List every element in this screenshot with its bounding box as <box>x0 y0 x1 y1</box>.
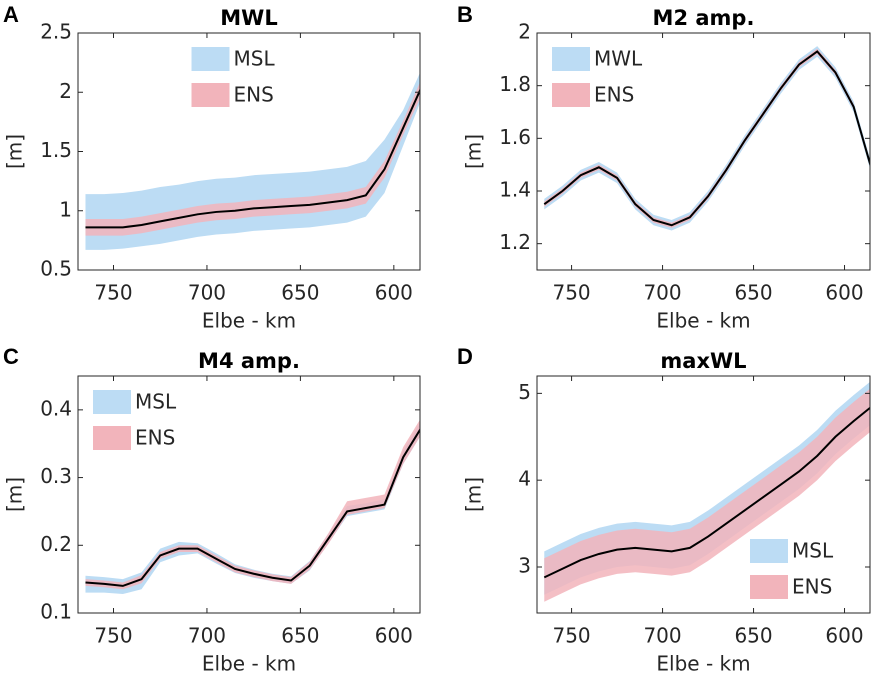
x-tick-label: 750 <box>552 281 590 305</box>
x-tick-label: 650 <box>281 624 319 648</box>
y-tick-label: 2 <box>59 79 72 103</box>
axes-box <box>536 375 871 614</box>
y-axis-label: [m] <box>462 134 486 169</box>
plot-area <box>543 46 870 231</box>
legend-swatch <box>191 47 230 71</box>
y-tick-label: 0.5 <box>40 257 72 281</box>
plot-area <box>85 72 420 250</box>
panel: 750 700 650 600 1.2 1.4 1.6 1.8 2 Elbe - km [m] M2 … <box>457 2 871 333</box>
x-tick-label: 650 <box>281 281 319 305</box>
mean-line <box>543 50 870 227</box>
panel-letter: D <box>457 344 473 369</box>
band <box>544 46 870 231</box>
y-tick-label: 1.5 <box>40 138 72 162</box>
y-tick-label: 2.5 <box>40 20 72 44</box>
legend-label: MSL <box>792 539 834 563</box>
y-tick-label: 2 <box>518 20 531 44</box>
y-axis-label: [m] <box>3 477 27 512</box>
panel-title: M2 amp. <box>653 6 755 30</box>
mean-line <box>543 406 870 579</box>
panel-letter: A <box>3 2 19 27</box>
x-tick-label: 700 <box>643 281 681 305</box>
y-tick-label: 0.1 <box>40 600 72 624</box>
legend-label: ENS <box>594 83 634 107</box>
legend-swatch <box>191 83 230 107</box>
y-tick-label: 1 <box>59 197 72 221</box>
legend-label: MWL <box>594 47 643 71</box>
panel: 750 700 650 600 3 4 5 Elbe - km [m] maxWL D MSL ENS <box>457 344 871 676</box>
x-tick-label: 700 <box>643 624 681 648</box>
y-axis-label: [m] <box>462 477 486 512</box>
panel-title: maxWL <box>660 349 746 373</box>
x-axis-label: Elbe - km <box>656 652 750 676</box>
legend-label: ENS <box>234 83 274 107</box>
x-tick-label: 750 <box>552 624 590 648</box>
x-axis-label: Elbe - km <box>202 652 296 676</box>
legend: MSL ENS <box>750 539 834 599</box>
band <box>85 419 420 590</box>
legend-label: MSL <box>234 47 276 71</box>
band <box>85 82 420 236</box>
legend-swatch <box>93 426 131 450</box>
x-axis-label: Elbe - km <box>202 309 296 333</box>
x-tick-label: 650 <box>734 281 772 305</box>
y-axis-label: [m] <box>3 134 27 169</box>
mean-line <box>85 88 420 229</box>
y-tick-label: 1.4 <box>499 178 531 202</box>
panel-letter: C <box>3 344 19 369</box>
panel-title: MWL <box>220 6 277 30</box>
panel: 750 700 650 600 0.1 0.2 0.3 0.4 Elbe - km [m] M4 a… <box>3 344 421 676</box>
legend-swatch <box>552 47 590 71</box>
x-tick-label: 650 <box>734 624 772 648</box>
y-tick-label: 0.3 <box>40 464 72 488</box>
legend-swatch <box>93 390 131 414</box>
legend: MSL ENS <box>191 47 276 107</box>
legend-label: ENS <box>792 575 832 599</box>
legend-label: MSL <box>135 390 177 414</box>
y-tick-label: 1.8 <box>499 72 531 96</box>
y-tick-label: 1.6 <box>499 125 531 149</box>
y-tick-label: 1.2 <box>499 230 531 254</box>
x-tick-label: 750 <box>94 281 132 305</box>
y-tick-label: 5 <box>518 380 531 404</box>
legend-swatch <box>750 575 788 599</box>
legend: MSL ENS <box>93 390 177 450</box>
x-axis-label: Elbe - km <box>656 309 750 333</box>
plot-area <box>543 381 870 602</box>
y-tick-label: 3 <box>518 553 531 577</box>
y-tick-label: 4 <box>518 467 531 491</box>
mean-line <box>85 427 420 587</box>
band <box>544 388 870 602</box>
x-tick-label: 600 <box>825 281 863 305</box>
axes-box <box>536 32 871 271</box>
x-tick-label: 600 <box>375 624 413 648</box>
plot-area <box>85 419 420 595</box>
panel-title: M4 amp. <box>198 349 300 373</box>
panel: 750 700 650 600 0.5 1 1.5 2 2.5 Elbe - km [m] MWL A M… <box>3 2 421 333</box>
panel-letter: B <box>457 2 473 27</box>
y-tick-label: 0.2 <box>40 532 72 556</box>
legend-swatch <box>750 539 788 563</box>
x-tick-label: 600 <box>375 281 413 305</box>
x-tick-label: 750 <box>94 624 132 648</box>
legend: MWL ENS <box>552 47 643 107</box>
y-tick-label: 0.4 <box>40 396 72 420</box>
x-tick-label: 700 <box>188 281 226 305</box>
x-tick-label: 600 <box>825 624 863 648</box>
axes-box <box>77 375 421 614</box>
legend-swatch <box>552 83 590 107</box>
x-tick-label: 700 <box>188 624 226 648</box>
legend-label: ENS <box>135 426 175 450</box>
